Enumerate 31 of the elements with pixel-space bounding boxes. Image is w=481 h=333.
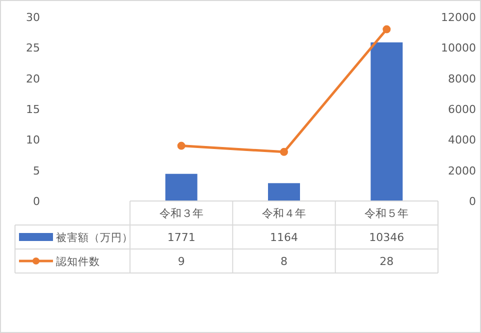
data-label: 1164 (270, 231, 298, 244)
legend-label: 認知件数 (56, 255, 100, 268)
y2-tick-label: 8000 (448, 72, 476, 86)
x-tick-label: 令和３年 (159, 207, 204, 220)
bar (268, 183, 300, 201)
point (177, 142, 186, 150)
y2-tick-label: 12000 (441, 11, 476, 24)
y2-tick-label: 4000 (448, 134, 476, 147)
y-tick-label: 15 (26, 103, 40, 116)
x-tick-label: 令和５年 (364, 207, 409, 220)
x-tick-label: 令和４年 (262, 207, 306, 220)
y2-tick-label: 6000 (448, 103, 476, 116)
y-tick-label: 30 (26, 11, 40, 24)
y-tick-label: 10 (26, 134, 40, 147)
point (280, 148, 288, 156)
y2-tick-label: 0 (469, 195, 476, 208)
y-tick-label: 20 (26, 72, 40, 86)
y-tick-label: 25 (26, 42, 40, 55)
data-label: 1771 (167, 231, 196, 244)
y2-tick-label: 2000 (448, 164, 476, 178)
data-label: 8 (280, 255, 288, 268)
point (382, 25, 391, 34)
bar (165, 174, 198, 201)
data-label: 9 (178, 255, 185, 268)
legend-label: 被害額（万円） (56, 231, 133, 244)
data-label: 10346 (369, 231, 404, 244)
y-tick-label: 5 (33, 164, 40, 178)
y-tick-label: 0 (33, 195, 40, 208)
y2-tick-label: 10000 (441, 42, 476, 55)
data-label: 28 (380, 255, 394, 268)
bar (370, 42, 403, 201)
